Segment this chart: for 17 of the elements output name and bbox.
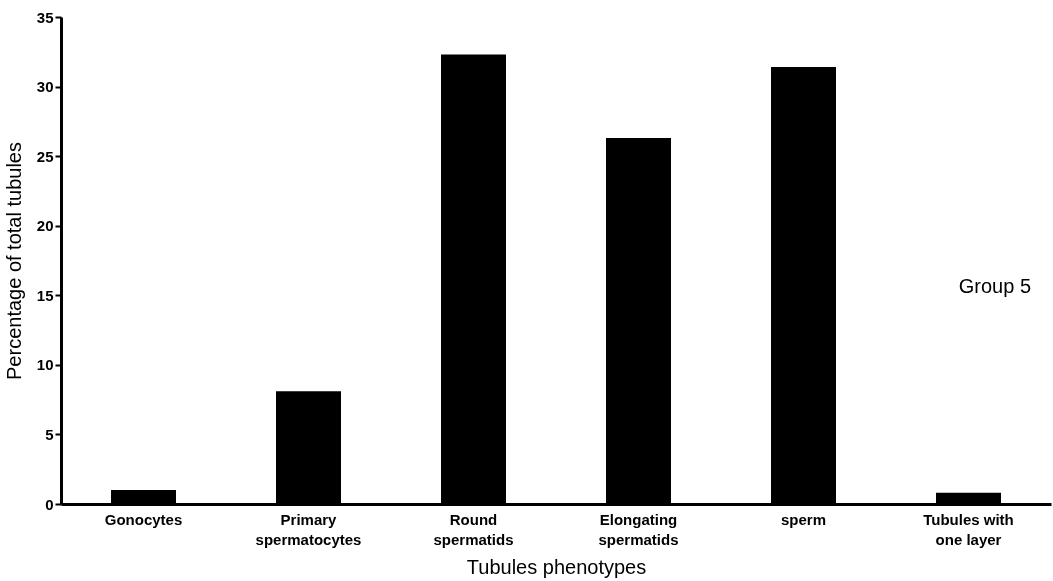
y-tick-label: 35 bbox=[36, 8, 54, 26]
x-tick-label: Tubules with one layer bbox=[923, 510, 1014, 548]
annotation: Group 5 bbox=[958, 275, 1031, 297]
y-tick-label: 10 bbox=[36, 356, 54, 374]
y-tick-label: 15 bbox=[36, 286, 54, 304]
y-axis-title: Percentage of total tubules bbox=[2, 142, 25, 380]
x-tick-label: sperm bbox=[780, 510, 827, 528]
y-tick-label: 25 bbox=[36, 147, 54, 165]
x-tick-label: Elongating spermatids bbox=[598, 510, 679, 548]
x-axis-title: Tubules phenotypes bbox=[466, 555, 647, 578]
x-tick-label: Gonocytes bbox=[104, 510, 183, 528]
y-tick-label: 30 bbox=[36, 78, 54, 96]
y-tick-label: 0 bbox=[45, 495, 54, 513]
y-tick-label: 5 bbox=[45, 425, 54, 443]
x-tick-label: Round spermatids bbox=[433, 510, 514, 548]
x-tick-label: Primary spermatocytes bbox=[255, 510, 362, 548]
y-tick-label: 20 bbox=[36, 217, 54, 235]
